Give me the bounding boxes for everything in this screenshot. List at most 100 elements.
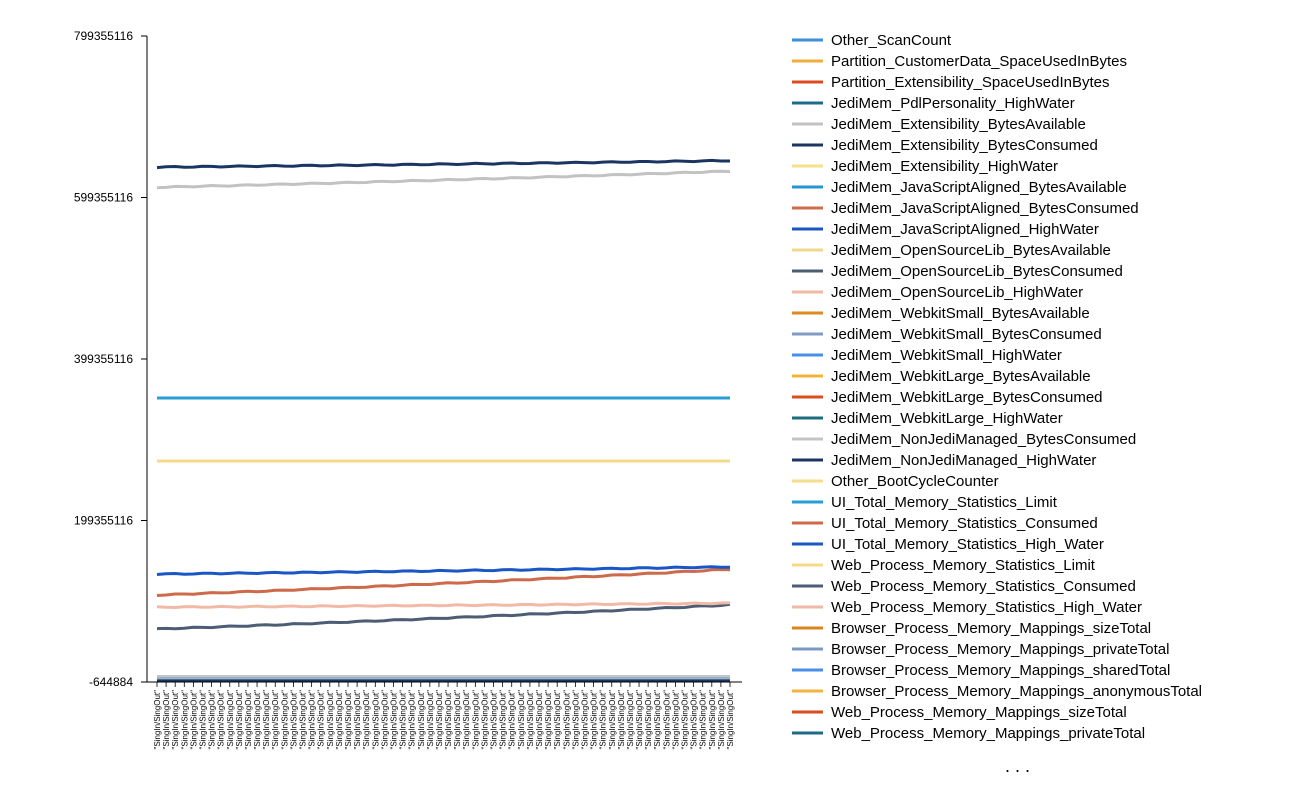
x-tick-label: "SingIn/SingOut" [189, 690, 198, 750]
legend-label: Web_Process_Memory_Mappings_privateTotal [831, 725, 1145, 742]
x-tick-label: "SingIn/SingOut" [362, 690, 371, 750]
series-line-Web_Process_Memory_Statistics_Consumed [156, 602, 731, 631]
legend-item: Other_BootCycleCounter [792, 473, 999, 490]
x-tick-label: "SingIn/SingOut" [726, 690, 735, 750]
x-tick-label: "SingIn/SingOut" [708, 690, 717, 750]
legend-label: Browser_Process_Memory_Mappings_sizeTota… [831, 620, 1151, 637]
x-tick-label: "SingIn/SingOut" [517, 690, 526, 750]
x-tick-label: "SingIn/SingOut" [490, 690, 499, 750]
x-tick-label: "SingIn/SingOut" [217, 690, 226, 750]
series-line-UI_Total_Memory_Statistics_Consumed [156, 568, 731, 597]
legend-item: Web_Process_Memory_Statistics_High_Water [792, 599, 1142, 616]
x-tick-label: "SingIn/SingOut" [280, 690, 289, 750]
legend-item: JediMem_JavaScriptAligned_HighWater [792, 221, 1099, 238]
legend-item: JediMem_PdlPersonality_HighWater [792, 95, 1075, 112]
legend-label: JediMem_JavaScriptAligned_HighWater [831, 221, 1099, 238]
x-tick-label: "SingIn/SingOut" [526, 690, 535, 750]
x-tick-label: "SingIn/SingOut" [335, 690, 344, 750]
x-tick-label: "SingIn/SingOut" [417, 690, 426, 750]
x-tick-label: "SingIn/SingOut" [671, 690, 680, 750]
legend-label: UI_Total_Memory_Statistics_Consumed [831, 515, 1098, 532]
legend-label: Web_Process_Memory_Mappings_sizeTotal [831, 704, 1127, 721]
legend-label: JediMem_NonJediManaged_BytesConsumed [831, 431, 1136, 448]
legend-item: JediMem_WebkitSmall_BytesAvailable [792, 305, 1090, 322]
x-tick-label: "SingIn/SingOut" [635, 690, 644, 750]
legend-item: JediMem_NonJediManaged_BytesConsumed [792, 431, 1136, 448]
x-tick-label: "SingIn/SingOut" [453, 690, 462, 750]
legend-item: JediMem_WebkitSmall_HighWater [792, 347, 1062, 364]
legend-label: Partition_Extensibility_SpaceUsedInBytes [831, 74, 1109, 91]
legend-item: Other_ScanCount [792, 32, 952, 49]
legend-label: Partition_CustomerData_SpaceUsedInBytes [831, 53, 1127, 70]
legend-label: Web_Process_Memory_Statistics_Consumed [831, 578, 1136, 595]
legend-label: JediMem_Extensibility_HighWater [831, 158, 1058, 175]
legend-label: UI_Total_Memory_Statistics_Limit [831, 494, 1058, 511]
x-tick-label: "SingIn/SingOut" [262, 690, 271, 750]
series-line-UI_Total_Memory_Statistics_High_Water [156, 565, 730, 576]
x-tick-label: "SingIn/SingOut" [462, 690, 471, 750]
x-tick-label: "SingIn/SingOut" [198, 690, 207, 750]
x-tick-label: "SingIn/SingOut" [435, 690, 444, 750]
x-tick-label: "SingIn/SingOut" [717, 690, 726, 750]
x-tick-label: "SingIn/SingOut" [244, 690, 253, 750]
y-tick-label: 799355116 [74, 29, 134, 43]
near-zero-series-band [157, 675, 730, 682]
x-tick-label: "SingIn/SingOut" [499, 690, 508, 750]
x-tick-label: "SingIn/SingOut" [399, 690, 408, 750]
x-tick-label: "SingIn/SingOut" [235, 690, 244, 750]
x-tick-label: "SingIn/SingOut" [480, 690, 489, 750]
legend-item: Browser_Process_Memory_Mappings_privateT… [792, 641, 1169, 658]
legend-label: Other_ScanCount [831, 32, 952, 49]
legend-item: JediMem_WebkitLarge_BytesAvailable [792, 368, 1091, 385]
series-line-JediMem_Extensibility_BytesAvailable [156, 169, 731, 190]
y-axis: 799355116 599355116 399355116 199355116 -644… [74, 29, 148, 689]
legend-label: JediMem_Extensibility_BytesConsumed [831, 137, 1098, 154]
x-tick-label: "SingIn/SingOut" [344, 690, 353, 750]
x-tick-label: "SingIn/SingOut" [508, 690, 517, 750]
legend-label: UI_Total_Memory_Statistics_High_Water [831, 536, 1104, 553]
x-tick-label: "SingIn/SingOut" [253, 690, 262, 750]
x-tick-label: "SingIn/SingOut" [626, 690, 635, 750]
legend-item: Web_Process_Memory_Statistics_Consumed [792, 578, 1136, 595]
x-tick-label: "SingIn/SingOut" [580, 690, 589, 750]
legend-label: JediMem_PdlPersonality_HighWater [831, 95, 1075, 112]
x-tick-label: "SingIn/SingOut" [690, 690, 699, 750]
legend-label: JediMem_OpenSourceLib_BytesConsumed [831, 263, 1123, 280]
x-tick-label: "SingIn/SingOut" [444, 690, 453, 750]
x-tick-label: "SingIn/SingOut" [408, 690, 417, 750]
legend-item: JediMem_Extensibility_BytesConsumed [792, 137, 1098, 154]
legend-label: Web_Process_Memory_Statistics_High_Water [831, 599, 1142, 616]
series-line-Web_Process_Memory_Statistics_High_Water [156, 601, 731, 609]
x-tick-label: "SingIn/SingOut" [180, 690, 189, 750]
legend-label: Browser_Process_Memory_Mappings_sharedTo… [831, 662, 1170, 679]
x-tick-label: "SingIn/SingOut" [208, 690, 217, 750]
legend-item: JediMem_Extensibility_BytesAvailable [792, 116, 1086, 133]
x-tick-label: "SingIn/SingOut" [389, 690, 398, 750]
legend-item: JediMem_WebkitSmall_BytesConsumed [792, 326, 1102, 343]
series-lines [156, 158, 731, 631]
x-tick-label: "SingIn/SingOut" [289, 690, 298, 750]
legend-item: JediMem_NonJediManaged_HighWater [792, 452, 1096, 469]
x-tick-label: "SingIn/SingOut" [617, 690, 626, 750]
legend-label: JediMem_WebkitLarge_BytesConsumed [831, 389, 1103, 406]
legend-item: Partition_CustomerData_SpaceUsedInBytes [792, 53, 1127, 70]
series-line-JediMem_Extensibility_BytesConsumed [156, 158, 730, 170]
legend-item: JediMem_JavaScriptAligned_BytesAvailable [792, 179, 1127, 196]
legend-item: Web_Process_Memory_Mappings_sizeTotal [792, 704, 1127, 721]
y-tick-label: 199355116 [74, 514, 134, 528]
x-tick-label: "SingIn/SingOut" [571, 690, 580, 750]
x-tick-label: "SingIn/SingOut" [681, 690, 690, 750]
x-tick-label: "SingIn/SingOut" [371, 690, 380, 750]
legend-item: JediMem_Extensibility_HighWater [792, 158, 1058, 175]
legend-item: JediMem_JavaScriptAligned_BytesConsumed [792, 200, 1139, 217]
legend-item: UI_Total_Memory_Statistics_Consumed [792, 515, 1098, 532]
legend-item: Browser_Process_Memory_Mappings_sharedTo… [792, 662, 1170, 679]
x-tick-label: "SingIn/SingOut" [544, 690, 553, 750]
legend-item: JediMem_OpenSourceLib_BytesConsumed [792, 263, 1123, 280]
x-tick-label: "SingIn/SingOut" [326, 690, 335, 750]
x-axis: "SingIn/SingOut" "SingIn/SingOut" "SingIn/… [147, 681, 742, 750]
x-tick-label: "SingIn/SingOut" [153, 690, 162, 750]
legend-item: JediMem_OpenSourceLib_BytesAvailable [792, 242, 1111, 259]
legend-item: UI_Total_Memory_Statistics_Limit [792, 494, 1058, 511]
